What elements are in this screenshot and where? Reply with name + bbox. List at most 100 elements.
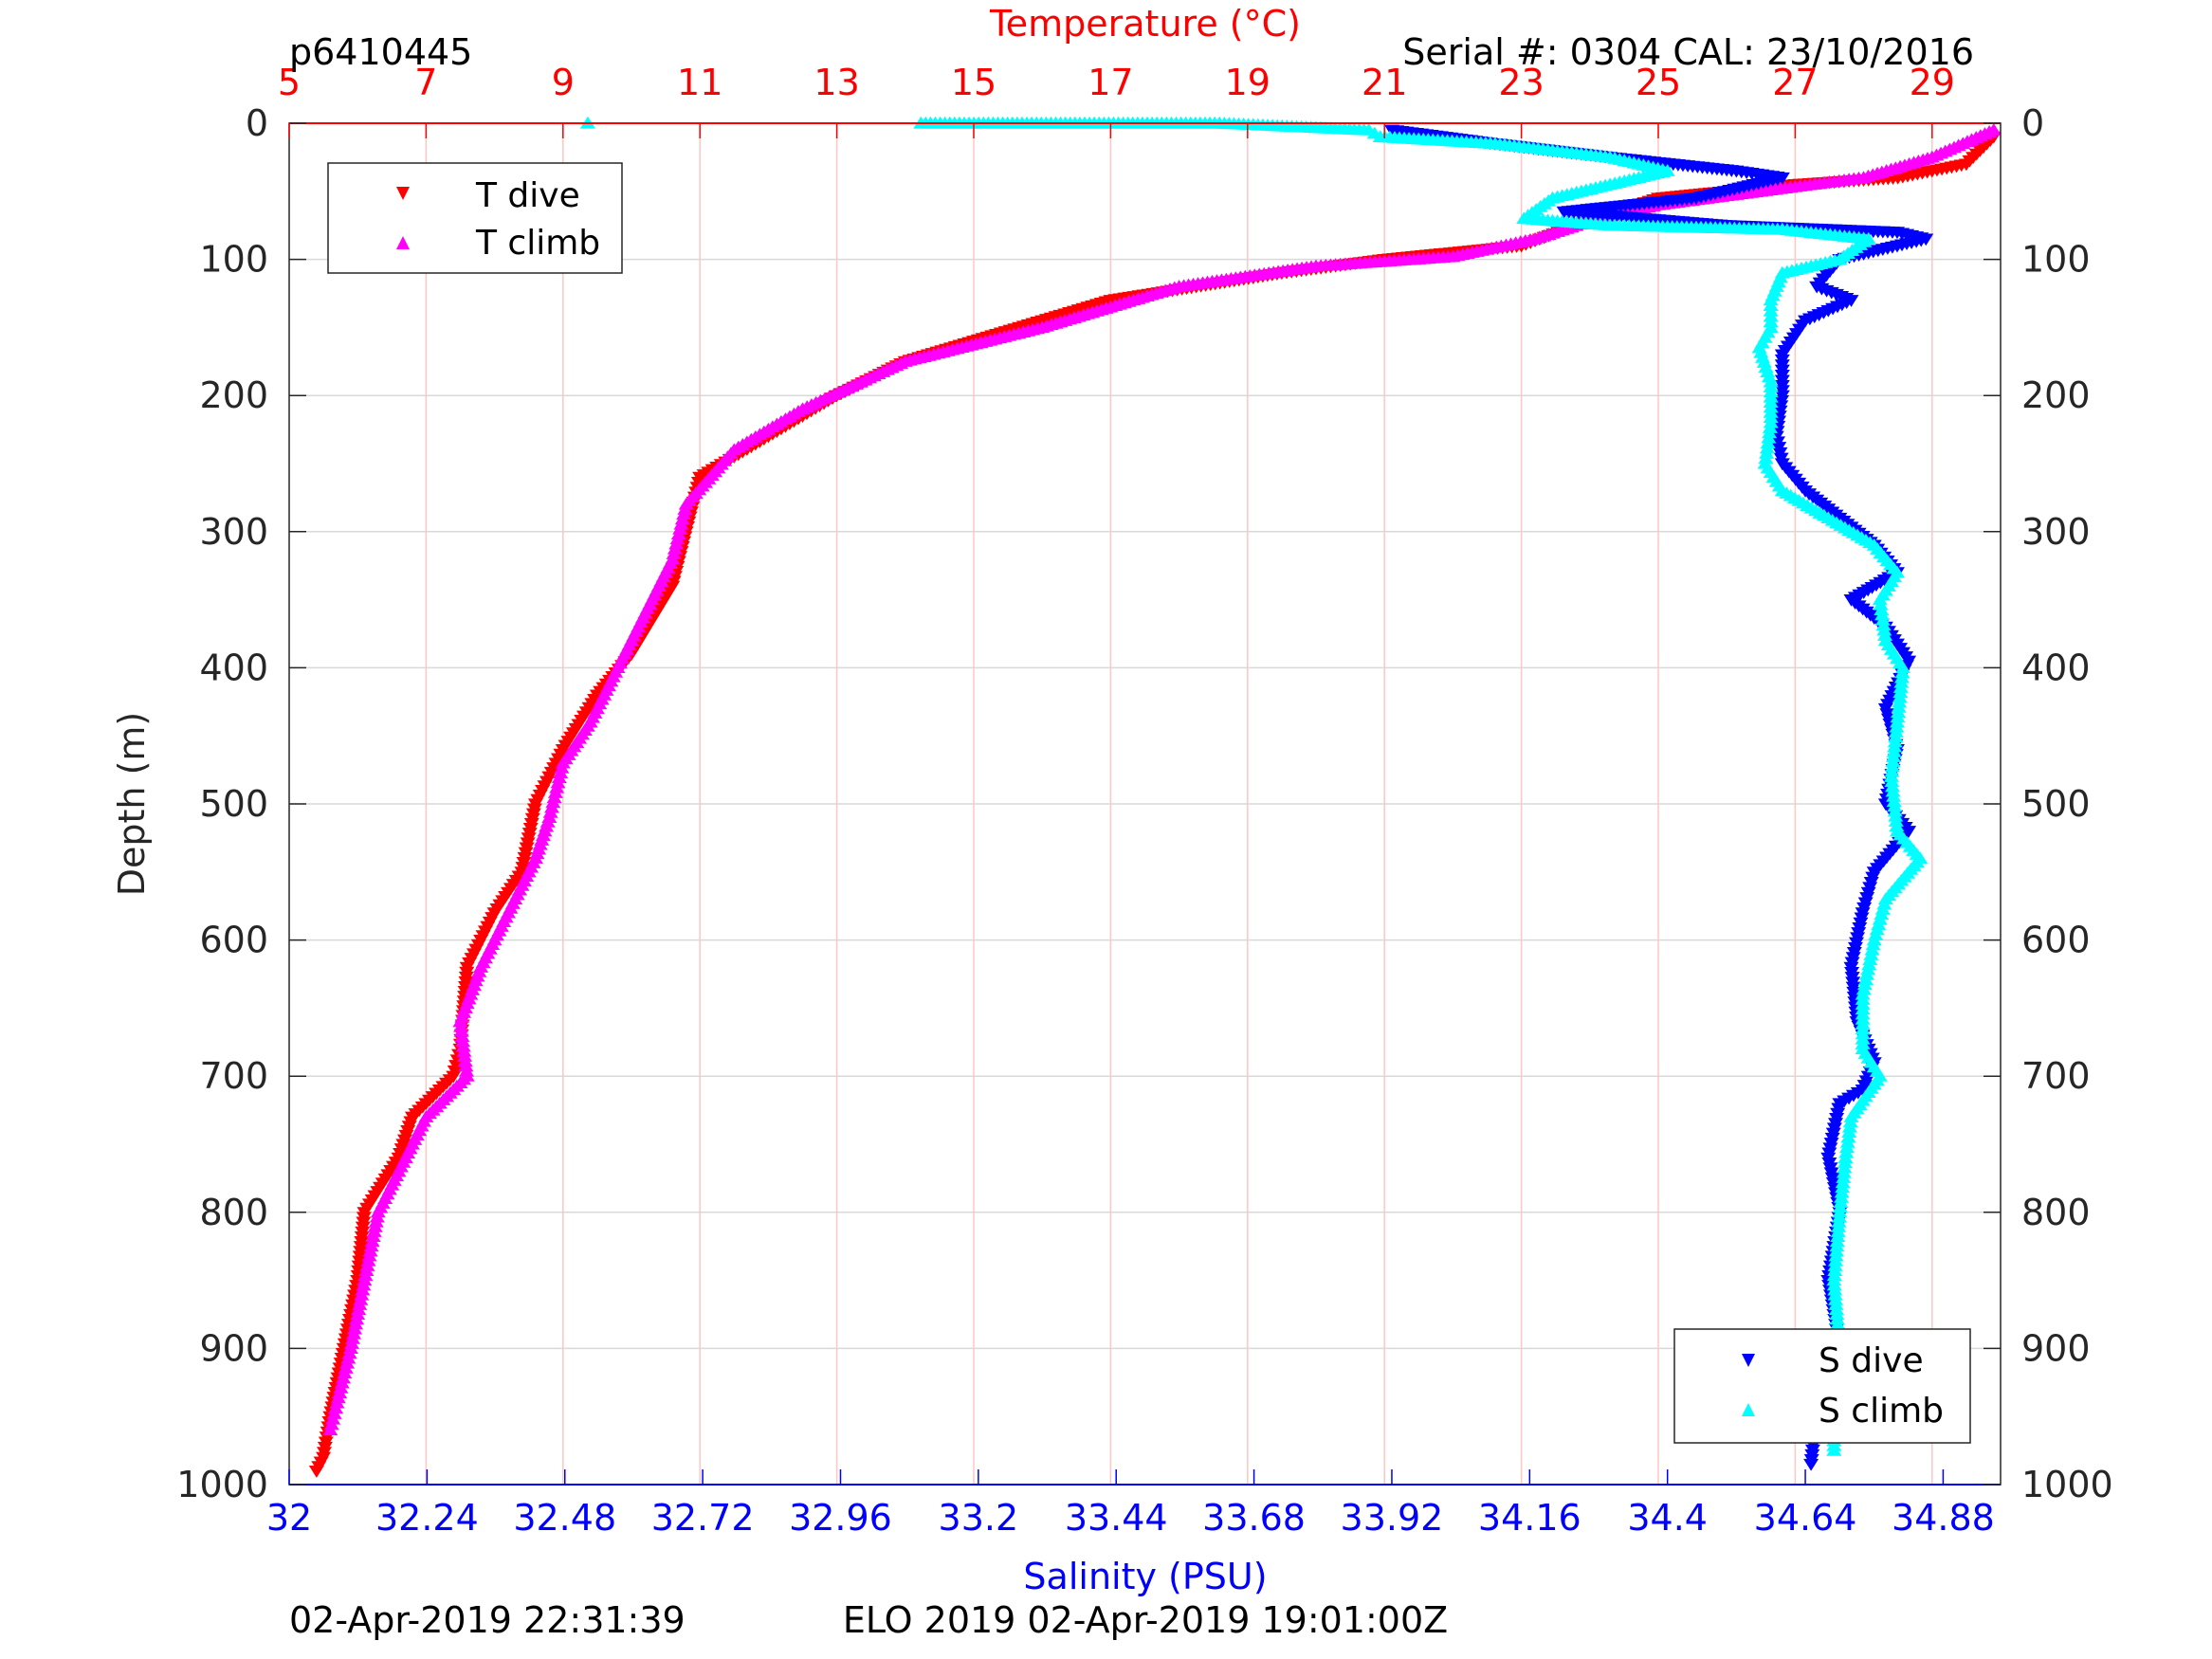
- data-point: [1762, 426, 1778, 439]
- data-point: [1874, 608, 1891, 621]
- temperature-tick-label: 17: [1088, 62, 1133, 103]
- data-point: [1803, 1458, 1819, 1471]
- data-point: [1759, 441, 1775, 454]
- data-point: [1864, 942, 1880, 956]
- salinity-tick-label: 33.92: [1341, 1497, 1444, 1539]
- data-point: [354, 1287, 370, 1301]
- data-point: [1861, 957, 1877, 971]
- temperature-tick-label: 15: [951, 62, 996, 103]
- temperature-tick-label: 27: [1772, 62, 1818, 103]
- temperature-tick-label: 19: [1225, 62, 1271, 103]
- data-point: [1842, 1120, 1858, 1133]
- legend-s-dive-label: S dive: [1819, 1341, 1924, 1380]
- depth-tick-label-right: 0: [2021, 102, 2044, 144]
- data-point: [1838, 1145, 1855, 1158]
- salinity-tick-label: 34.4: [1627, 1497, 1708, 1539]
- data-point: [355, 1283, 371, 1296]
- depth-tick-label-right: 500: [2021, 783, 2091, 825]
- data-point: [1876, 623, 1892, 636]
- temperature-tick-label: 21: [1362, 62, 1407, 103]
- data-point: [352, 1298, 368, 1310]
- legend-s-dive-marker: [1742, 1354, 1755, 1367]
- temperature-tick-label: 23: [1498, 62, 1544, 103]
- data-point: [349, 1312, 365, 1325]
- data-point: [1762, 421, 1778, 433]
- data-point: [370, 1205, 386, 1218]
- depth-tick-label-left: 1000: [176, 1464, 268, 1505]
- depth-tick-label-right: 800: [2021, 1192, 2091, 1233]
- footer-mission-info: ELO 2019 02-Apr-2019 19:01:00Z: [843, 1599, 1448, 1641]
- data-point: [322, 1423, 338, 1436]
- depth-tick-label-left: 300: [199, 511, 268, 553]
- depth-tick-label-right: 100: [2021, 239, 2091, 281]
- data-point: [364, 1234, 380, 1248]
- salinity-tick-label: 32.96: [789, 1497, 892, 1539]
- data-point: [365, 1230, 381, 1243]
- temperature-tick-label: 13: [814, 62, 859, 103]
- data-point: [347, 1322, 363, 1335]
- data-point: [1826, 1443, 1842, 1456]
- data-point: [1874, 603, 1890, 615]
- depth-tick-label-right: 300: [2021, 511, 2091, 553]
- legend-t-dive-marker: [396, 187, 410, 200]
- data-series: [308, 116, 2002, 1478]
- data-point: [326, 1407, 342, 1419]
- salinity-axis-title: Salinity (PSU): [1023, 1556, 1267, 1597]
- data-point: [369, 1210, 385, 1223]
- data-point: [1758, 451, 1774, 465]
- data-point: [1856, 982, 1872, 995]
- data-point: [348, 1317, 364, 1330]
- data-point: [344, 1337, 360, 1349]
- data-point: [1860, 962, 1876, 975]
- data-point: [1843, 1110, 1859, 1122]
- data-point: [1841, 1125, 1857, 1139]
- temperature-axis-title: Temperature (°C): [989, 3, 1301, 45]
- legend-s-climb-marker: [1742, 1403, 1755, 1416]
- serial-info: Serial #: 0304 CAL: 23/10/2016: [1402, 31, 1974, 73]
- data-point: [363, 1239, 379, 1252]
- salinity-tick-label: 34.88: [1892, 1497, 1995, 1539]
- temperature-tick-label: 7: [414, 62, 437, 103]
- salinity-tick-label: 32.24: [375, 1497, 479, 1539]
- depth-tick-label-right: 200: [2021, 374, 2091, 416]
- depth-tick-label-left: 700: [199, 1055, 268, 1097]
- data-point: [1840, 1130, 1856, 1143]
- salinity-tick-label: 32.48: [513, 1497, 616, 1539]
- data-point: [1761, 430, 1777, 444]
- data-point: [308, 1466, 324, 1478]
- data-point: [1877, 629, 1893, 641]
- data-point: [358, 1264, 375, 1276]
- data-point: [362, 1244, 378, 1257]
- data-point: [356, 1273, 373, 1286]
- legend-salinity: S dive S climb: [1673, 1328, 1971, 1444]
- depth-tick-label-left: 100: [199, 239, 268, 281]
- data-point: [1872, 592, 1888, 606]
- depth-tick-label-left: 900: [199, 1327, 268, 1369]
- depth-tick-label-right: 600: [2021, 920, 2091, 961]
- salinity-tick-label: 33.2: [939, 1497, 1019, 1539]
- depth-tick-label-left: 600: [199, 920, 268, 961]
- data-point: [1839, 1136, 1856, 1148]
- legend-t-dive-label: T dive: [475, 176, 580, 215]
- data-point: [329, 1395, 345, 1409]
- data-point: [328, 1401, 344, 1414]
- data-point: [1842, 1115, 1858, 1128]
- axes-ticks: 0 0 100 100 200 200 300 300 400 400 500 500 600 600 70…: [176, 62, 2112, 1539]
- salinity-tick-label: 33.44: [1065, 1497, 1168, 1539]
- series-t-climb: [322, 122, 2002, 1436]
- data-point: [1759, 447, 1775, 459]
- depth-tick-label-left: 400: [199, 647, 268, 688]
- temperature-tick-label: 9: [552, 62, 575, 103]
- data-point: [1866, 933, 1882, 946]
- data-point: [1763, 415, 1779, 428]
- depth-tick-label-right: 400: [2021, 647, 2091, 688]
- depth-tick-label-right: 1000: [2021, 1464, 2113, 1505]
- salinity-tick-label: 34.16: [1478, 1497, 1581, 1539]
- data-point: [360, 1253, 376, 1267]
- profile-id: p6410445: [289, 31, 472, 73]
- data-point: [356, 1278, 372, 1291]
- depth-axis-title: Depth (m): [111, 712, 153, 897]
- data-point: [1865, 938, 1881, 951]
- footer-timestamp: 02-Apr-2019 22:31:39: [289, 1599, 686, 1641]
